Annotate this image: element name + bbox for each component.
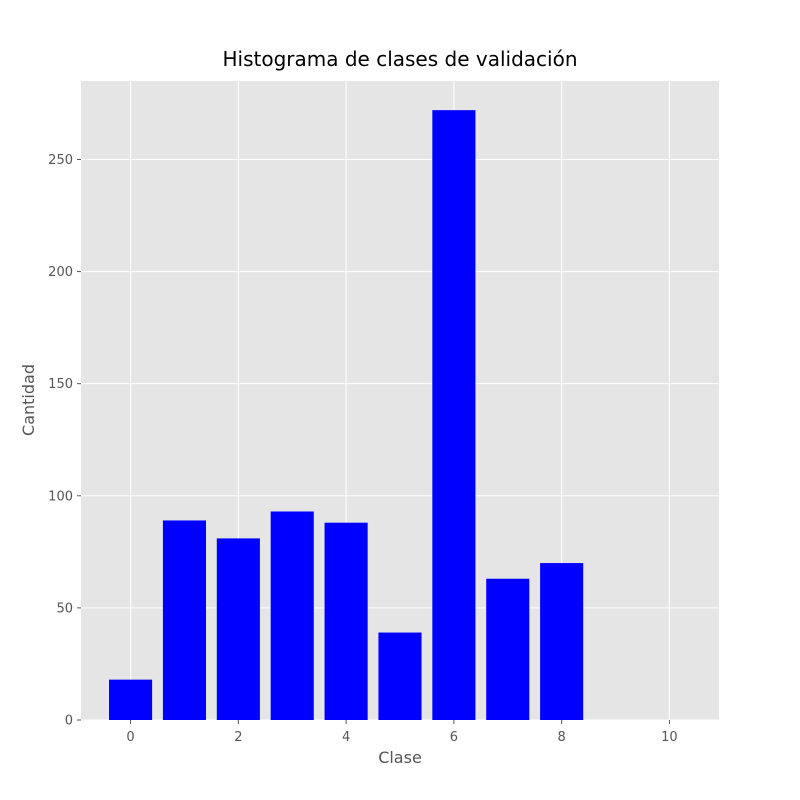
bar (216, 538, 260, 720)
y-tick-label: 50 (56, 601, 73, 616)
x-tick-label: 0 (126, 730, 134, 745)
y-tick-label: 0 (65, 714, 73, 729)
x-tick-label: 6 (450, 730, 458, 745)
chart-title: Histograma de clases de validación (222, 47, 577, 71)
x-axis-label: Clase (378, 748, 422, 767)
bar (109, 679, 153, 720)
y-tick-label: 150 (48, 377, 73, 392)
bar (432, 110, 476, 721)
x-tick-label: 2 (234, 730, 242, 745)
y-tick-label: 200 (48, 265, 73, 280)
x-tick-label: 4 (342, 730, 350, 745)
bar (324, 522, 368, 720)
bar (378, 632, 422, 720)
bar (540, 563, 584, 720)
y-axis-label: Cantidad (19, 364, 38, 436)
y-axis-ticks: 0 50 100 150 200 250 (48, 153, 81, 729)
x-tick-label: 8 (558, 730, 566, 745)
bar (270, 511, 314, 720)
y-tick-label: 250 (48, 153, 73, 168)
bars (109, 110, 584, 721)
bar (486, 578, 530, 720)
x-tick-label: 10 (661, 730, 678, 745)
y-tick-label: 100 (48, 489, 73, 504)
bar (162, 520, 207, 720)
x-axis-ticks: 0 2 4 6 8 10 (126, 720, 678, 745)
